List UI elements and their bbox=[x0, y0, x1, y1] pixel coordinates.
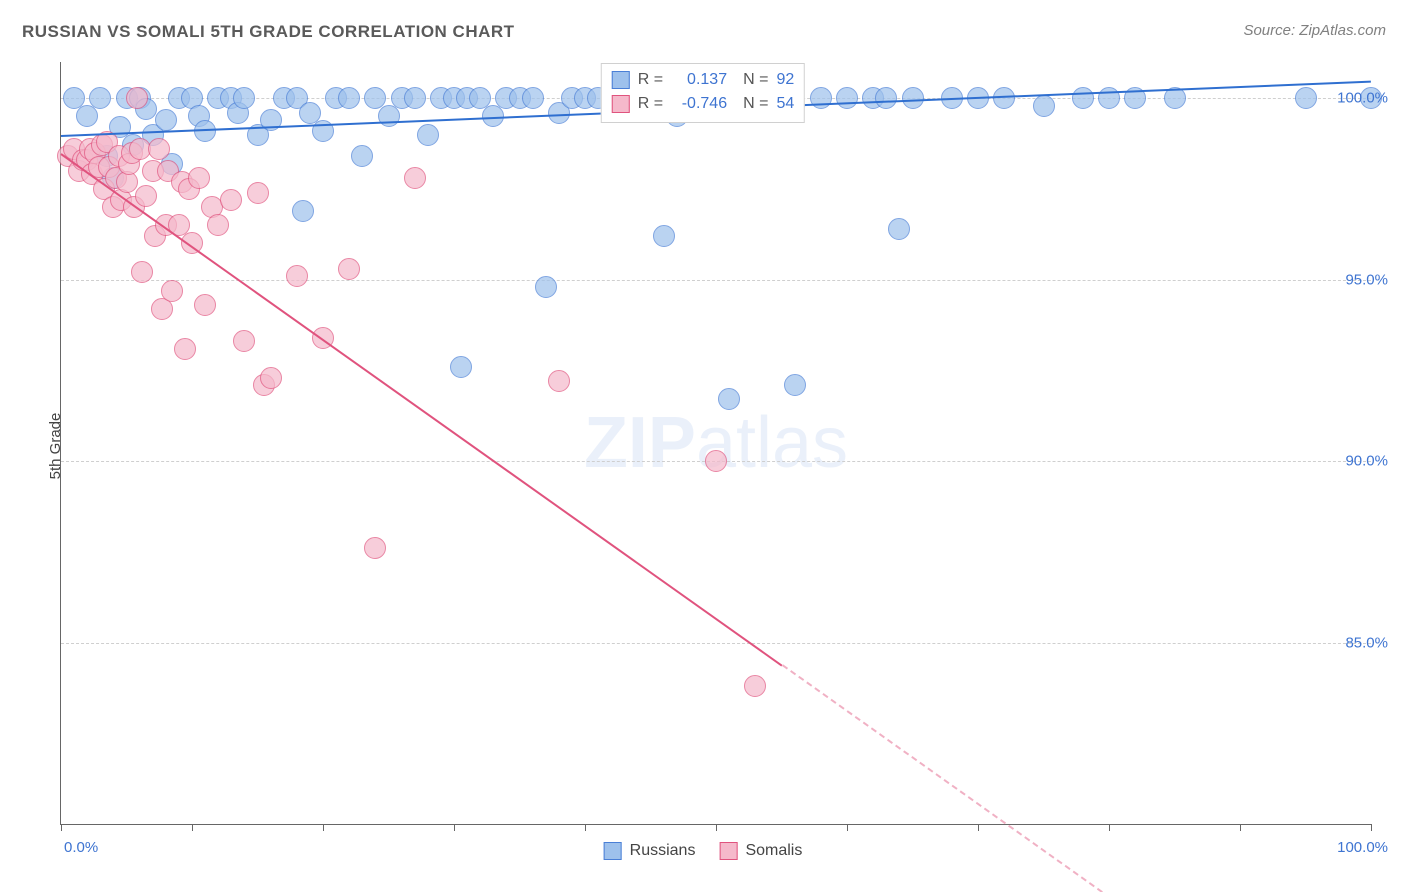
chart-container: RUSSIAN VS SOMALI 5TH GRADE CORRELATION … bbox=[0, 0, 1406, 892]
x-tick bbox=[61, 824, 62, 831]
scatter-point bbox=[548, 370, 570, 392]
x-tick bbox=[454, 824, 455, 831]
legend-n-label: N = bbox=[743, 68, 768, 92]
scatter-point bbox=[260, 367, 282, 389]
x-tick bbox=[1240, 824, 1241, 831]
watermark-bold: ZIP bbox=[584, 403, 696, 483]
plot-area: ZIPatlas bbox=[60, 62, 1371, 825]
x-tick bbox=[323, 824, 324, 831]
scatter-point bbox=[76, 105, 98, 127]
scatter-point bbox=[450, 356, 472, 378]
scatter-point bbox=[705, 450, 727, 472]
scatter-point bbox=[417, 124, 439, 146]
legend-item: Russians bbox=[604, 842, 696, 860]
scatter-point bbox=[1033, 95, 1055, 117]
legend-swatch bbox=[612, 71, 630, 89]
scatter-point bbox=[292, 200, 314, 222]
scatter-point bbox=[744, 675, 766, 697]
scatter-point bbox=[135, 185, 157, 207]
scatter-point bbox=[364, 537, 386, 559]
scatter-point bbox=[653, 225, 675, 247]
gridline bbox=[61, 643, 1371, 644]
scatter-point bbox=[522, 87, 544, 109]
y-tick-label: 100.0% bbox=[1337, 90, 1388, 107]
legend-r-value: 0.137 bbox=[671, 68, 727, 92]
scatter-point bbox=[404, 87, 426, 109]
scatter-point bbox=[993, 87, 1015, 109]
legend-label: Russians bbox=[630, 842, 696, 860]
scatter-point bbox=[286, 265, 308, 287]
legend-n-value: 92 bbox=[776, 68, 794, 92]
scatter-point bbox=[351, 145, 373, 167]
scatter-point bbox=[535, 276, 557, 298]
legend-swatch bbox=[719, 842, 737, 860]
scatter-point bbox=[233, 330, 255, 352]
trend-line bbox=[780, 664, 1110, 892]
x-tick bbox=[585, 824, 586, 831]
legend-r-label: R = bbox=[638, 68, 663, 92]
x-tick bbox=[1109, 824, 1110, 831]
y-tick-label: 85.0% bbox=[1345, 634, 1388, 651]
scatter-point bbox=[810, 87, 832, 109]
legend-n-label: N = bbox=[743, 92, 768, 116]
scatter-point bbox=[1072, 87, 1094, 109]
scatter-point bbox=[836, 87, 858, 109]
legend-r-label: R = bbox=[638, 92, 663, 116]
legend-n-value: 54 bbox=[776, 92, 794, 116]
scatter-point bbox=[220, 189, 242, 211]
legend-label: Somalis bbox=[745, 842, 802, 860]
series-legend: Russians Somalis bbox=[604, 842, 803, 860]
scatter-point bbox=[161, 280, 183, 302]
legend-r-value: -0.746 bbox=[671, 92, 727, 116]
scatter-point bbox=[784, 374, 806, 396]
y-tick-label: 95.0% bbox=[1345, 271, 1388, 288]
scatter-point bbox=[888, 218, 910, 240]
scatter-point bbox=[131, 261, 153, 283]
y-tick-label: 90.0% bbox=[1345, 453, 1388, 470]
x-tick bbox=[978, 824, 979, 831]
scatter-point bbox=[338, 87, 360, 109]
trend-line bbox=[60, 153, 782, 666]
x-tick bbox=[847, 824, 848, 831]
scatter-point bbox=[875, 87, 897, 109]
scatter-point bbox=[1295, 87, 1317, 109]
scatter-point bbox=[155, 109, 177, 131]
x-tick bbox=[716, 824, 717, 831]
legend-item: Somalis bbox=[719, 842, 802, 860]
legend-row: R = 0.137 N = 92 bbox=[612, 68, 794, 92]
scatter-point bbox=[338, 258, 360, 280]
x-tick-label-min: 0.0% bbox=[64, 839, 98, 856]
x-tick bbox=[1371, 824, 1372, 831]
scatter-point bbox=[148, 138, 170, 160]
source-label: Source: ZipAtlas.com bbox=[1243, 22, 1386, 39]
scatter-point bbox=[194, 294, 216, 316]
correlation-legend: R = 0.137 N = 92 R = -0.746 N = 54 bbox=[601, 63, 805, 123]
chart-title: RUSSIAN VS SOMALI 5TH GRADE CORRELATION … bbox=[22, 22, 515, 42]
legend-row: R = -0.746 N = 54 bbox=[612, 92, 794, 116]
x-tick-label-max: 100.0% bbox=[1337, 839, 1388, 856]
scatter-point bbox=[247, 182, 269, 204]
scatter-point bbox=[126, 87, 148, 109]
scatter-point bbox=[718, 388, 740, 410]
scatter-point bbox=[378, 105, 400, 127]
scatter-point bbox=[207, 214, 229, 236]
x-tick bbox=[192, 824, 193, 831]
legend-swatch bbox=[604, 842, 622, 860]
scatter-point bbox=[89, 87, 111, 109]
scatter-point bbox=[188, 167, 210, 189]
scatter-point bbox=[233, 87, 255, 109]
gridline bbox=[61, 280, 1371, 281]
scatter-point bbox=[174, 338, 196, 360]
scatter-point bbox=[404, 167, 426, 189]
legend-swatch bbox=[612, 95, 630, 113]
